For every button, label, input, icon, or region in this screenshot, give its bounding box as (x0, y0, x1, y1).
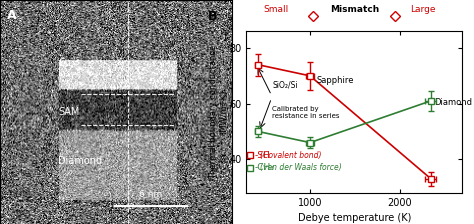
Text: Small: Small (264, 5, 289, 14)
Text: Diamond: Diamond (58, 156, 102, 166)
Text: Mismatch: Mismatch (330, 5, 379, 14)
Text: 6 nm: 6 nm (139, 190, 163, 199)
Text: SiO₂/Si: SiO₂/Si (273, 81, 298, 90)
Text: A: A (7, 9, 17, 22)
Text: Sapphire: Sapphire (316, 75, 354, 84)
X-axis label: Debye temperature (K): Debye temperature (K) (298, 213, 411, 223)
Text: B: B (208, 10, 217, 23)
Text: Diamond: Diamond (434, 98, 473, 107)
Text: -CH₃: -CH₃ (255, 163, 275, 172)
Text: SAM: SAM (58, 107, 80, 117)
Text: Calibrated by
resistance in series: Calibrated by resistance in series (273, 106, 340, 119)
Text: Cu: Cu (58, 58, 71, 68)
Text: (Covalent bond): (Covalent bond) (260, 151, 321, 160)
Text: (van der Waals force): (van der Waals force) (260, 163, 342, 172)
Text: Large: Large (410, 5, 436, 14)
Text: -SH: -SH (255, 151, 271, 160)
Y-axis label: Thermal boundary conductance
(MW/m²·K): Thermal boundary conductance (MW/m²·K) (209, 45, 228, 179)
